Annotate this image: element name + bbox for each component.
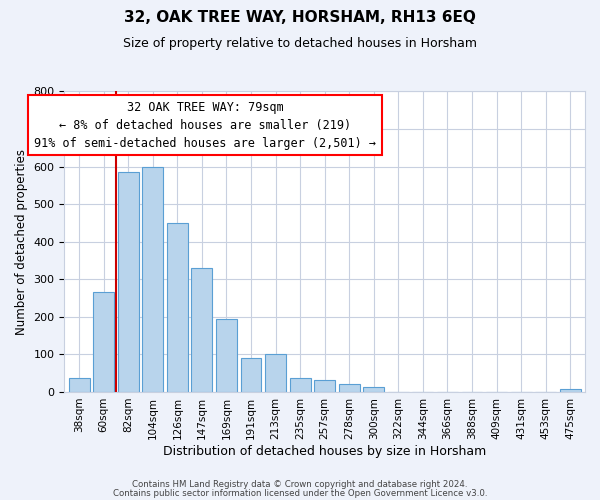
Bar xyxy=(191,268,212,392)
Bar xyxy=(241,358,262,392)
Text: Contains public sector information licensed under the Open Government Licence v3: Contains public sector information licen… xyxy=(113,488,487,498)
Bar xyxy=(216,318,237,392)
X-axis label: Distribution of detached houses by size in Horsham: Distribution of detached houses by size … xyxy=(163,444,487,458)
Bar xyxy=(167,223,188,392)
Bar xyxy=(290,378,311,392)
Bar xyxy=(69,378,89,392)
Bar xyxy=(142,166,163,392)
Text: Size of property relative to detached houses in Horsham: Size of property relative to detached ho… xyxy=(123,38,477,51)
Text: 32 OAK TREE WAY: 79sqm
← 8% of detached houses are smaller (219)
91% of semi-det: 32 OAK TREE WAY: 79sqm ← 8% of detached … xyxy=(34,100,376,150)
Bar xyxy=(118,172,139,392)
Text: Contains HM Land Registry data © Crown copyright and database right 2024.: Contains HM Land Registry data © Crown c… xyxy=(132,480,468,489)
Text: 32, OAK TREE WAY, HORSHAM, RH13 6EQ: 32, OAK TREE WAY, HORSHAM, RH13 6EQ xyxy=(124,10,476,25)
Bar xyxy=(265,354,286,392)
Bar xyxy=(339,384,359,392)
Bar xyxy=(93,292,114,392)
Bar xyxy=(314,380,335,392)
Bar xyxy=(364,388,384,392)
Y-axis label: Number of detached properties: Number of detached properties xyxy=(15,148,28,334)
Bar xyxy=(560,389,581,392)
